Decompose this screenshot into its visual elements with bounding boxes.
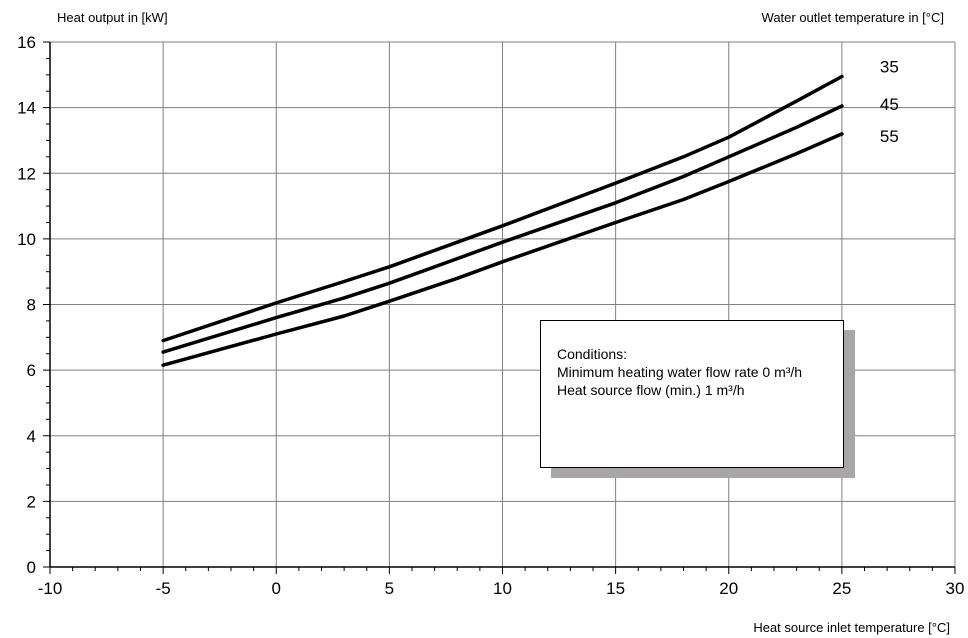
y-tick-label: 0 bbox=[27, 558, 36, 577]
y-tick-label: 6 bbox=[27, 361, 36, 380]
conditions-line-2: Heat source flow (min.) 1 m³/h bbox=[557, 382, 745, 398]
conditions-title: Conditions: bbox=[557, 346, 628, 362]
x-tick-label: -10 bbox=[38, 579, 63, 598]
y-tick-label: 4 bbox=[27, 427, 36, 446]
series-lines bbox=[161, 74, 844, 367]
legend-title: Water outlet temperature in [°C] bbox=[761, 10, 944, 25]
conditions-box: Conditions: Minimum heating water flow r… bbox=[540, 320, 844, 468]
x-axis-label: Heat source inlet temperature [°C] bbox=[753, 620, 950, 635]
x-tick-label: 15 bbox=[606, 579, 625, 598]
axes bbox=[49, 42, 955, 568]
grid bbox=[50, 41, 956, 567]
y-tick-label: 14 bbox=[17, 99, 36, 118]
series-label-45: 45 bbox=[880, 95, 899, 114]
y-axis-label: Heat output in [kW] bbox=[57, 10, 168, 25]
series-label-55: 55 bbox=[880, 127, 899, 146]
tick-labels: -10 -5 0 5 10 15 20 25 30 0 2 4 6 8 10 12 14 16 bbox=[17, 33, 964, 598]
x-tick-label: -5 bbox=[156, 579, 171, 598]
x-tick-label: 10 bbox=[493, 579, 512, 598]
y-tick-label: 8 bbox=[27, 296, 36, 315]
series-label-35: 35 bbox=[880, 57, 899, 76]
y-tick-label: 2 bbox=[27, 492, 36, 511]
x-tick-label: 30 bbox=[946, 579, 965, 598]
y-tick-label: 16 bbox=[17, 33, 36, 52]
x-tick-label: 5 bbox=[385, 579, 394, 598]
series-line-55 bbox=[161, 132, 844, 367]
minor-ticks bbox=[43, 41, 956, 574]
series-line-45 bbox=[161, 104, 844, 354]
x-tick-label: 20 bbox=[719, 579, 738, 598]
series-labels: 35 45 55 bbox=[880, 57, 899, 145]
series-line-35 bbox=[161, 74, 844, 343]
x-tick-label: 0 bbox=[272, 579, 281, 598]
y-tick-label: 12 bbox=[17, 164, 36, 183]
conditions-line-1: Minimum heating water flow rate 0 m³/h bbox=[557, 364, 803, 380]
y-tick-label: 10 bbox=[17, 230, 36, 249]
x-tick-label: 25 bbox=[832, 579, 851, 598]
